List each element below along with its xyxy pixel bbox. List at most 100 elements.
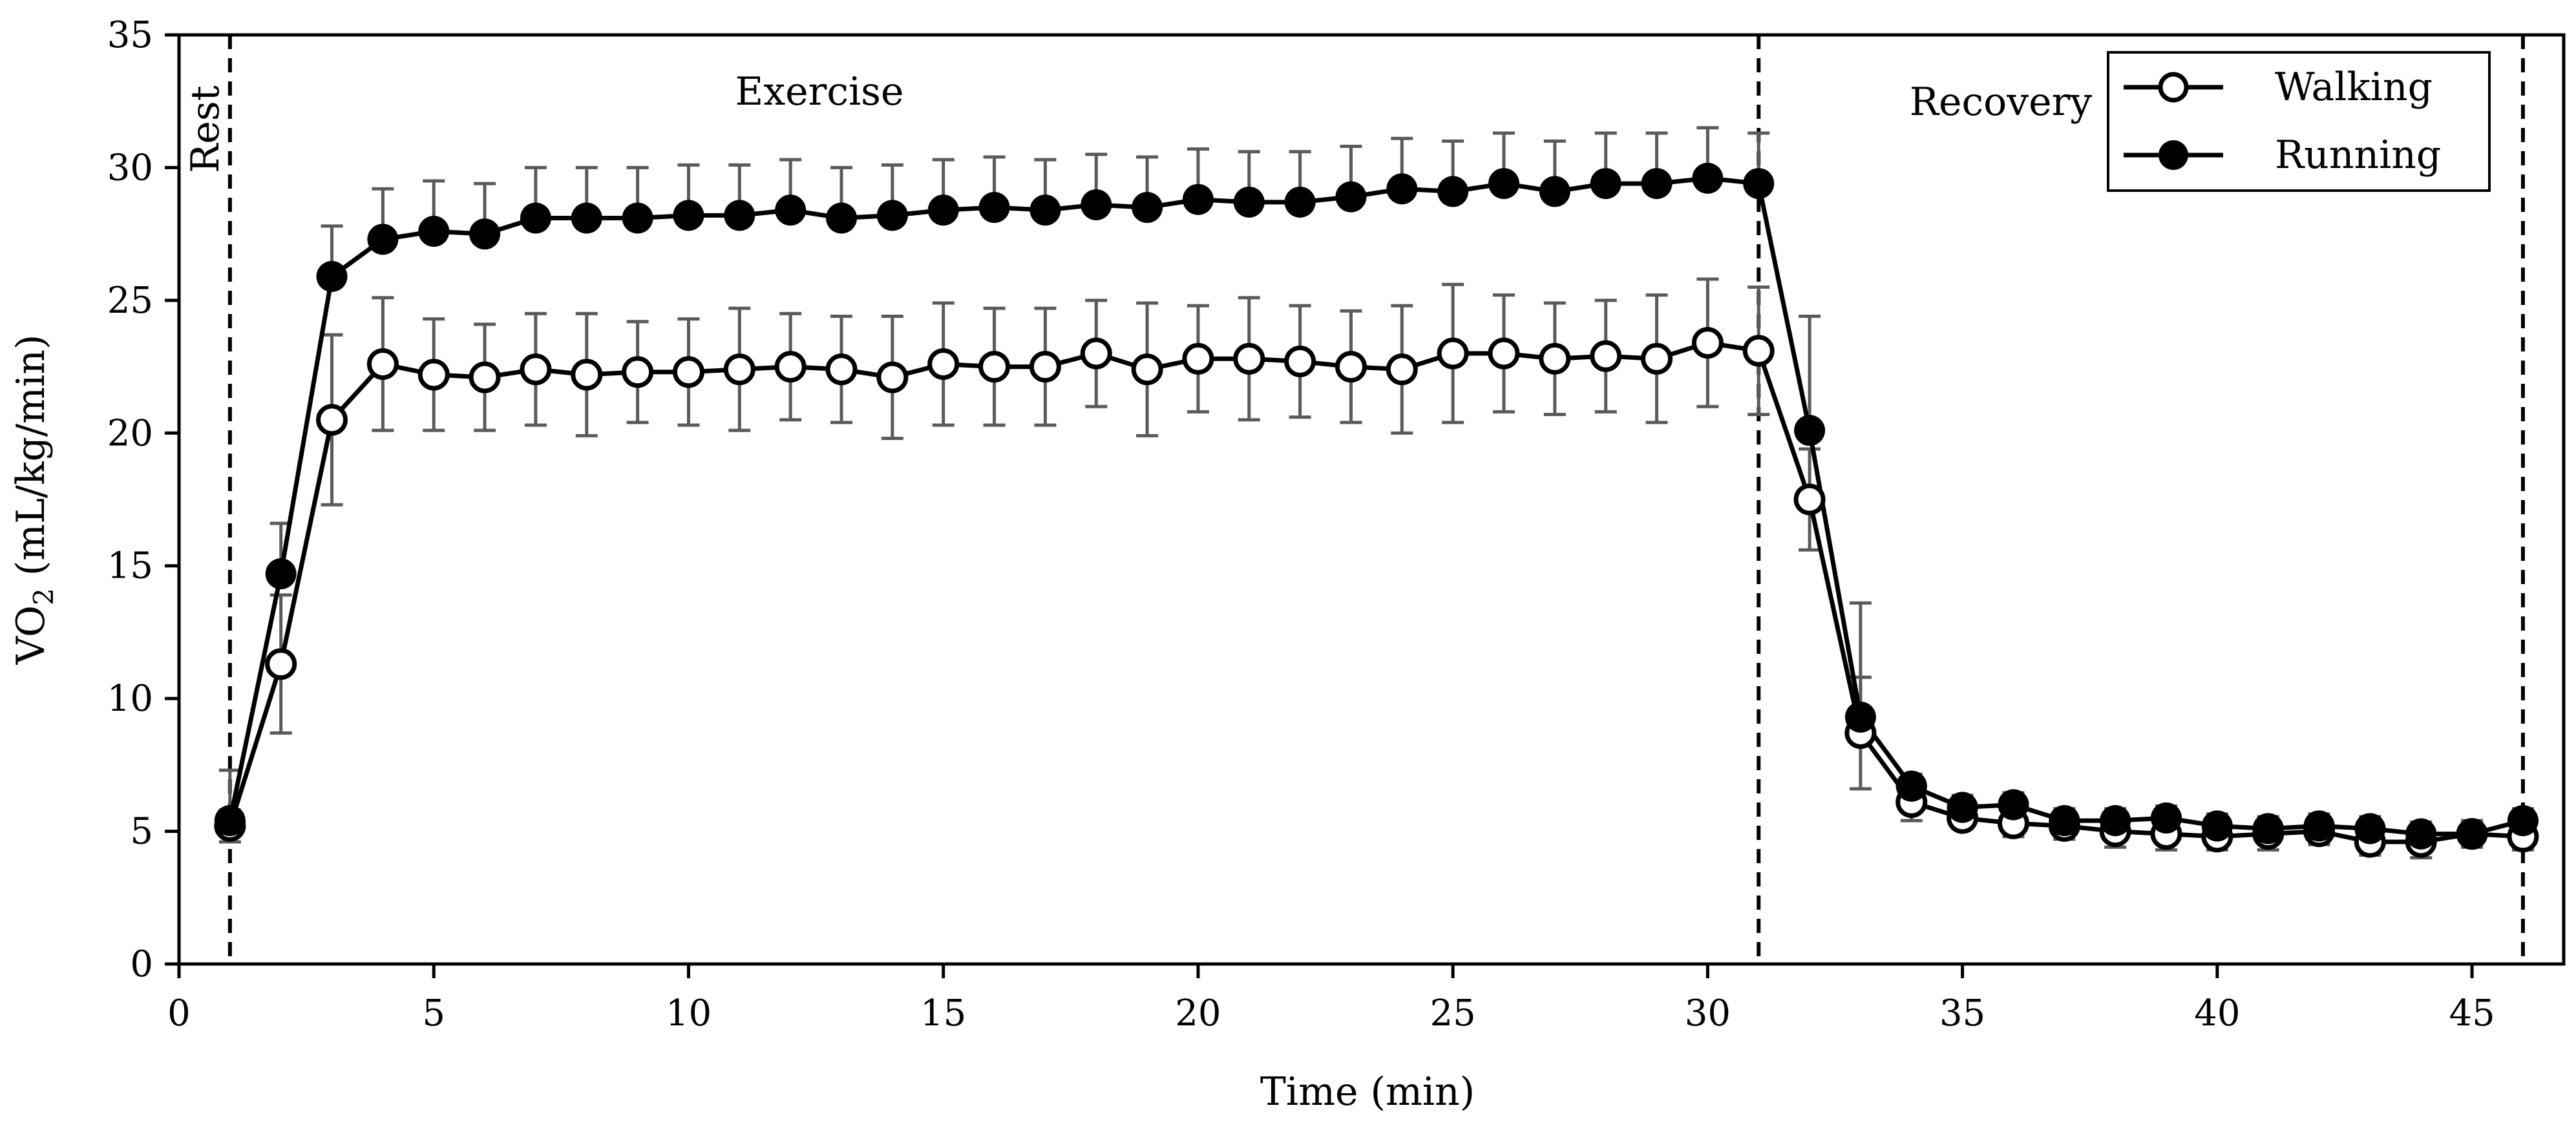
data-point-running bbox=[2507, 805, 2539, 837]
x-tick-label: 40 bbox=[2194, 992, 2240, 1034]
y-tick-label: 35 bbox=[107, 14, 153, 56]
x-tick-label: 25 bbox=[1430, 992, 1476, 1034]
x-tick-label: 5 bbox=[422, 992, 445, 1034]
data-point-walking bbox=[520, 353, 552, 386]
y-tick-label: 0 bbox=[130, 943, 153, 985]
error-bars bbox=[218, 126, 2534, 860]
data-point-running bbox=[520, 202, 551, 234]
data-point-running bbox=[1488, 168, 1519, 200]
y-tick-label: 30 bbox=[107, 147, 153, 189]
data-point-running bbox=[2100, 805, 2131, 837]
phase-label-recovery: Recovery bbox=[1910, 79, 2092, 125]
data-point-running bbox=[724, 200, 755, 231]
data-point-running bbox=[1182, 183, 1214, 215]
data-point-running bbox=[1081, 189, 1112, 220]
data-point-running bbox=[978, 192, 1010, 224]
data-point-walking bbox=[1437, 337, 1469, 370]
legend-label-running: Running bbox=[2275, 132, 2441, 178]
data-point-walking bbox=[927, 348, 960, 380]
data-point-running bbox=[367, 224, 399, 255]
y-tick-label: 5 bbox=[130, 811, 153, 853]
data-point-walking bbox=[1131, 353, 1163, 386]
data-point-walking bbox=[774, 351, 807, 383]
y-tick-label: 15 bbox=[107, 545, 153, 587]
data-point-running bbox=[1998, 789, 2029, 821]
legend-label-walking: Walking bbox=[2275, 65, 2433, 110]
data-point-walking bbox=[622, 356, 654, 388]
data-point-running bbox=[1641, 168, 1673, 200]
y-tick-label: 25 bbox=[107, 280, 153, 322]
y-axis: 0 5 10 15 20 25 30 35 bbox=[107, 14, 181, 985]
data-point-walking bbox=[417, 359, 450, 391]
data-point-running bbox=[1895, 770, 1927, 802]
x-tick-label: 15 bbox=[920, 992, 966, 1034]
x-tick-label: 45 bbox=[2449, 992, 2495, 1034]
data-point-running bbox=[1743, 168, 1775, 200]
data-point-running bbox=[876, 200, 908, 231]
data-point-running bbox=[1386, 173, 1418, 205]
data-point-running bbox=[418, 216, 450, 247]
data-point-walking bbox=[316, 404, 348, 436]
legend-marker-running bbox=[2159, 140, 2188, 170]
data-point-running bbox=[214, 805, 246, 837]
y-tick-label: 10 bbox=[107, 678, 153, 720]
x-tick-label: 0 bbox=[167, 992, 191, 1034]
x-tick-label: 35 bbox=[1939, 992, 1985, 1034]
x-axis: 0 5 10 15 20 25 30 35 40 45 bbox=[167, 962, 2564, 1034]
data-point-walking bbox=[469, 361, 501, 393]
data-point-walking bbox=[571, 359, 603, 391]
data-point-walking bbox=[978, 351, 1011, 383]
data-point-running bbox=[1539, 176, 1570, 207]
data-point-running bbox=[571, 202, 602, 234]
data-point-walking bbox=[1386, 353, 1418, 386]
phase-labels: Rest Exercise Recovery bbox=[183, 69, 2092, 173]
y-axis-title: VO2 (mL/kg/min) bbox=[8, 335, 59, 665]
data-point-walking bbox=[1233, 342, 1265, 375]
data-point-running bbox=[2303, 810, 2335, 842]
data-point-walking bbox=[1691, 327, 1724, 359]
phase-label-rest: Rest bbox=[183, 85, 228, 173]
x-tick-label: 20 bbox=[1175, 992, 1221, 1034]
data-point-walking bbox=[1539, 342, 1571, 375]
phase-label-exercise: Exercise bbox=[735, 69, 904, 114]
data-point-walking bbox=[1284, 345, 1316, 377]
series-line-walking bbox=[227, 340, 2524, 844]
data-point-walking bbox=[1335, 351, 1367, 383]
data-point-walking bbox=[1742, 335, 1775, 367]
data-point-running bbox=[1437, 176, 1469, 207]
data-point-running bbox=[1692, 162, 1724, 194]
data-point-running bbox=[1844, 701, 1876, 733]
data-point-walking bbox=[1182, 342, 1214, 375]
data-point-running bbox=[2456, 818, 2488, 850]
data-point-walking bbox=[825, 353, 858, 386]
data-point-running bbox=[1794, 415, 1826, 446]
data-point-running bbox=[2252, 813, 2284, 844]
data-point-running bbox=[826, 202, 857, 234]
x-tick-label: 30 bbox=[1685, 992, 1731, 1034]
data-point-running bbox=[2151, 802, 2182, 834]
data-point-walking bbox=[1029, 351, 1061, 383]
data-point-running bbox=[2049, 805, 2080, 837]
data-point-running bbox=[927, 194, 959, 226]
data-point-walking bbox=[265, 648, 297, 680]
data-point-walking bbox=[672, 356, 704, 388]
data-point-running bbox=[1132, 192, 1163, 224]
data-point-running bbox=[1335, 181, 1367, 213]
data-point-running bbox=[316, 260, 348, 292]
data-point-running bbox=[1029, 194, 1061, 226]
series-line-running bbox=[227, 176, 2524, 837]
y-tick-label: 20 bbox=[107, 412, 153, 454]
data-point-walking bbox=[876, 361, 909, 393]
data-point-running bbox=[2201, 810, 2233, 842]
data-point-running bbox=[1590, 168, 1621, 200]
data-point-walking bbox=[366, 348, 399, 380]
data-point-running bbox=[622, 202, 653, 234]
series-points bbox=[214, 162, 2539, 858]
data-point-running bbox=[1284, 186, 1316, 218]
series-lines bbox=[227, 176, 2524, 844]
data-point-running bbox=[1233, 186, 1265, 218]
data-point-walking bbox=[1590, 340, 1622, 372]
data-point-running bbox=[673, 200, 704, 231]
